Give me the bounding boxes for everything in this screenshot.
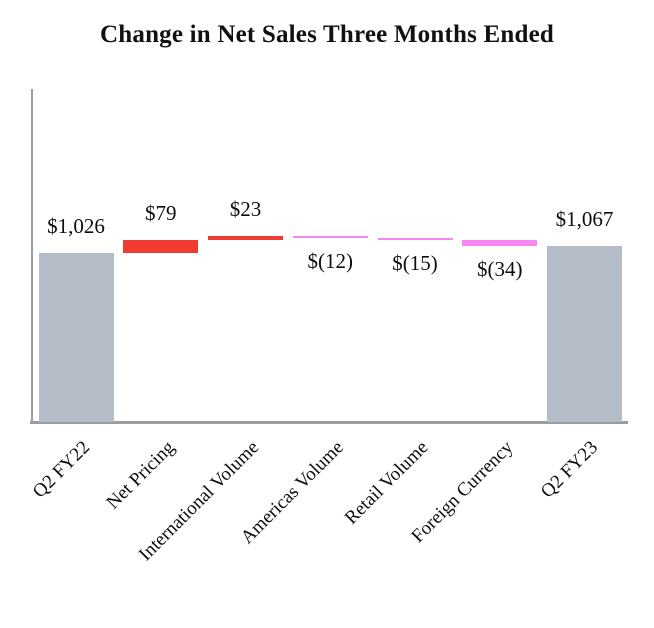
x-axis-label-retail-volume: Retail Volume — [341, 437, 433, 529]
bar-retail-volume — [377, 237, 453, 241]
bar-net-pricing — [123, 239, 199, 253]
x-axis-line — [30, 421, 628, 424]
bar-americas-volume — [292, 235, 368, 238]
bar-foreign-currency — [462, 240, 538, 246]
value-label-retail-volume: $(15) — [392, 251, 438, 276]
bar-international-volume — [208, 235, 283, 240]
bar-q2-fy22 — [38, 252, 114, 422]
x-axis-label-q2-fy22: Q2 FY22 — [28, 437, 94, 503]
x-axis-label-net-pricing: Net Pricing — [102, 437, 179, 514]
value-label-q2-fy22: $1,026 — [47, 213, 105, 238]
value-label-americas-volume: $(12) — [307, 248, 354, 273]
y-axis-line — [31, 89, 33, 423]
value-label-international-volume: $23 — [229, 196, 262, 221]
value-label-net-pricing: $79 — [145, 200, 177, 225]
value-label-foreign-currency: $(34) — [477, 256, 523, 281]
bar-q2-fy23 — [547, 245, 622, 422]
value-label-q2-fy23: $1,067 — [555, 206, 614, 231]
chart-title: Change in Net Sales Three Months Ended — [100, 21, 554, 48]
x-axis-label-q2-fy23: Q2 FY23 — [537, 437, 603, 503]
